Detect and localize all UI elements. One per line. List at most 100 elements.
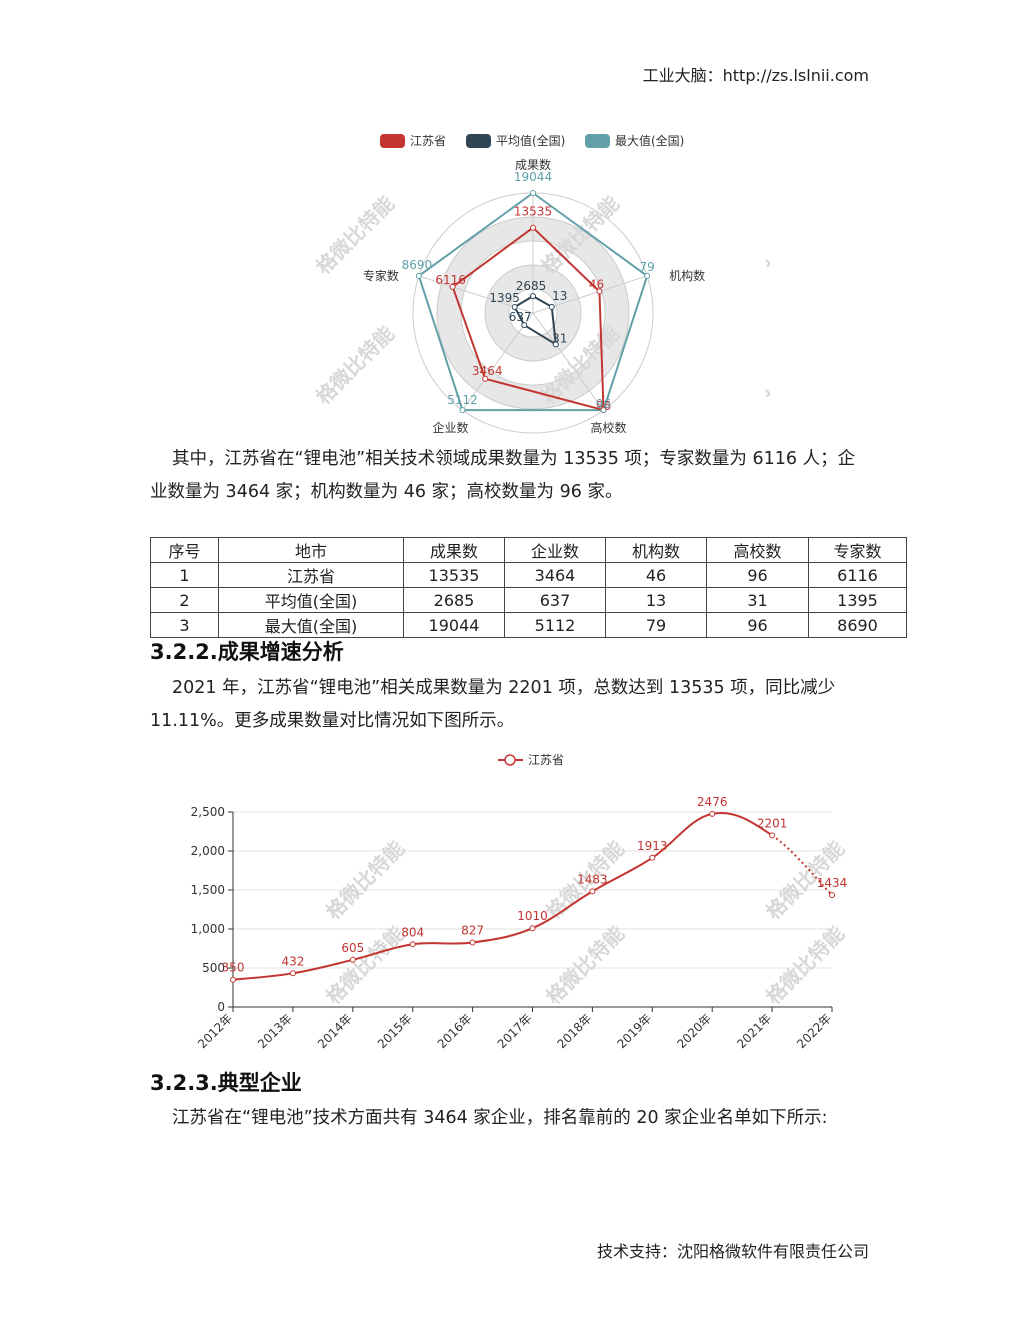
radar-point — [530, 293, 536, 300]
radar-series-line — [451, 226, 605, 412]
data-point — [589, 888, 596, 895]
radar-point — [415, 272, 422, 279]
radar-axis — [462, 312, 534, 411]
data-label: 827 — [461, 923, 484, 937]
paragraph-growth: 2021 年，江苏省“锂电池”相关成果数量为 2201 项，总数达到 13535… — [150, 672, 870, 738]
data-point — [829, 892, 835, 899]
data-label: 350 — [222, 961, 245, 975]
radar-value-label: 5112 — [447, 393, 478, 407]
radar-value-label: 1395 — [489, 291, 520, 305]
radar-value-label: 6116 — [435, 273, 466, 287]
x-tick-label: 2019年 — [614, 1011, 654, 1051]
legend-swatch — [585, 134, 610, 148]
series-line — [232, 812, 773, 981]
table-cell: 13 — [605, 587, 707, 613]
legend-marker — [504, 754, 516, 766]
radar-axis — [532, 312, 604, 411]
table-cell: 5112 — [504, 612, 606, 638]
radar-series-line — [417, 191, 649, 412]
radar-value-label: 79 — [639, 260, 654, 274]
data-point — [409, 941, 416, 948]
radar-value-label: 13535 — [514, 205, 552, 219]
paragraph-summary-text: 其中，江苏省在“锂电池”相关技术领域成果数量为 13535 项；专家数量为 61… — [150, 449, 856, 502]
radar-value-label: 2685 — [516, 279, 547, 293]
table-cell: 46 — [605, 562, 707, 588]
data-label: 2201 — [757, 816, 788, 830]
data-point — [469, 939, 476, 946]
table-cell: 1 — [150, 562, 219, 588]
section-heading-growth: 3.2.2.成果增速分析 — [150, 640, 344, 664]
page-header: 工业大脑：http://zs.lslnii.com — [642, 66, 869, 85]
radar-indicator-label: 企业数 — [432, 420, 468, 435]
series-line-forecast — [771, 834, 833, 896]
radar-point — [552, 341, 559, 348]
x-tick-label: 2015年 — [375, 1011, 415, 1051]
table-cell: 3464 — [504, 562, 606, 588]
radar-value-label: 19044 — [514, 170, 552, 184]
radar-point — [596, 288, 603, 295]
section-heading-companies: 3.2.3.典型企业 — [150, 1071, 302, 1095]
legend-swatch — [380, 134, 405, 148]
table-cell: 平均值(全国) — [218, 587, 404, 613]
paragraph-companies-text: 江苏省在“锂电池”技术方面共有 3464 家企业，排名靠前的 20 家企业名单如… — [172, 1108, 828, 1128]
data-label: 432 — [281, 954, 304, 968]
table-cell: 江苏省 — [218, 562, 404, 588]
y-tick-label: 500 — [202, 961, 225, 975]
data-point — [709, 810, 716, 817]
table-header: 序号 — [150, 537, 219, 563]
radar-indicator-label: 机构数 — [669, 268, 705, 283]
radar-value-label: 46 — [589, 277, 604, 291]
data-label: 605 — [341, 941, 364, 955]
legend-label: 江苏省 — [528, 753, 564, 767]
x-tick-label: 2018年 — [555, 1011, 595, 1051]
radar-indicator-label: 高校数 — [591, 420, 627, 435]
data-point — [769, 832, 776, 839]
x-tick-label: 2013年 — [255, 1011, 295, 1051]
y-tick-label: 1,500 — [191, 883, 225, 897]
table-cell: 2 — [150, 587, 219, 613]
radar-indicator-label: 专家数 — [363, 268, 399, 283]
y-tick-label: 0 — [217, 1000, 225, 1014]
table-header: 专家数 — [808, 537, 907, 563]
table-cell: 2685 — [403, 587, 505, 613]
page-footer: 技术支持：沈阳格微软件有限责任公司 — [596, 1242, 869, 1261]
data-point — [529, 925, 536, 932]
radar-point — [521, 322, 528, 329]
legend-label: 江苏省 — [410, 134, 446, 148]
y-tick-label: 2,500 — [191, 805, 225, 819]
table-header: 企业数 — [504, 537, 606, 563]
data-label: 1434 — [817, 876, 848, 890]
radar-value-label: 8690 — [402, 258, 433, 272]
table-header: 机构数 — [605, 537, 707, 563]
watermark: 格微比特能 — [321, 836, 409, 924]
table-cell: 31 — [706, 587, 809, 613]
paragraph-summary: 其中，江苏省在“锂电池”相关技术领域成果数量为 13535 项；专家数量为 61… — [150, 443, 870, 509]
stats-table: 序号 地市 成果数 企业数 机构数 高校数 专家数 1 江苏省 13535 34… — [150, 537, 907, 638]
table-cell: 8690 — [808, 612, 907, 638]
watermark: 格微比特能 — [311, 191, 399, 279]
x-tick-label: 2020年 — [674, 1011, 714, 1051]
radar-series-line — [513, 294, 557, 347]
table-row: 2 平均值(全国) 2685 637 13 31 1395 — [150, 587, 907, 613]
table-cell: 637 — [504, 587, 606, 613]
table-row: 1 江苏省 13535 3464 46 96 6116 — [150, 562, 907, 588]
y-tick-label: 2,000 — [191, 844, 225, 858]
table-header: 地市 — [218, 537, 404, 563]
radar-point — [600, 407, 607, 414]
data-label: 1913 — [637, 839, 668, 853]
radar-point — [644, 272, 651, 279]
legend-label: 最大值(全国) — [615, 133, 684, 148]
radar-value-label: 3464 — [472, 364, 503, 378]
x-tick-label: 2016年 — [435, 1011, 475, 1051]
paragraph-growth-text: 2021 年，江苏省“锂电池”相关成果数量为 2201 项，总数达到 13535… — [150, 678, 836, 731]
data-label: 1483 — [577, 872, 608, 886]
table-cell: 13535 — [403, 562, 505, 588]
radar-value-label: 637 — [509, 310, 532, 324]
table-header-row: 序号 地市 成果数 企业数 机构数 高校数 专家数 — [150, 537, 907, 563]
table-cell: 19044 — [403, 612, 505, 638]
radar-point — [459, 407, 466, 414]
radar-point — [530, 190, 536, 196]
radar-indicator-label: 成果数 — [515, 157, 551, 172]
